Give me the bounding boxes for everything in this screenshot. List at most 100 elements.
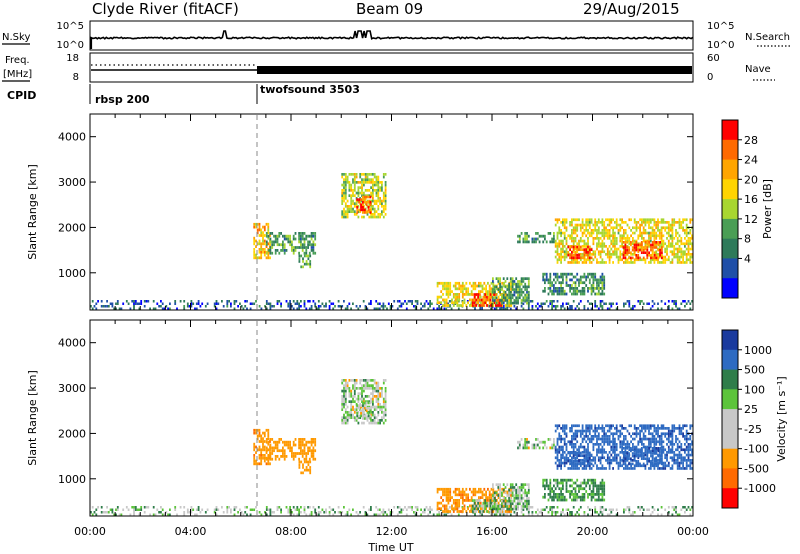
- velocity-cell: [346, 411, 349, 414]
- velocity-cell: [504, 513, 507, 516]
- velocity-cell: [680, 456, 683, 460]
- velocity-cell: [377, 397, 380, 401]
- power-cell: [562, 250, 564, 254]
- power-cell: [425, 300, 428, 303]
- power-cell: [614, 250, 616, 254]
- velocity-cell: [667, 437, 670, 441]
- cpid-mode-rbsp: rbsp 200: [95, 93, 150, 106]
- velocity-cell: [506, 507, 509, 511]
- power-cell: [637, 250, 640, 254]
- power-cell: [571, 292, 573, 296]
- power-cell: [484, 293, 487, 296]
- velocity-cell: [509, 483, 512, 486]
- power-cell: [576, 261, 579, 264]
- velocity-cell: [303, 438, 306, 441]
- velocity-cell: [624, 427, 627, 430]
- power-cell: [405, 302, 408, 305]
- power-cell: [420, 307, 422, 310]
- velocity-cell: [644, 464, 647, 468]
- power-cell: [572, 253, 575, 257]
- velocity-cell: [649, 443, 652, 446]
- velocity-cell: [474, 493, 477, 497]
- power-cell: [576, 248, 579, 251]
- velocity-cell: [316, 513, 318, 516]
- power-cell: [658, 221, 661, 224]
- power-cell: [267, 228, 270, 232]
- power-ytick-label: 2000: [58, 221, 86, 234]
- velocity-cell: [384, 392, 387, 395]
- power-cell: [343, 181, 345, 184]
- velocity-cell: [660, 435, 663, 438]
- power-cell: [653, 258, 656, 262]
- power-cell: [382, 191, 385, 195]
- velocity-cell: [239, 508, 241, 511]
- velocity-cell: [624, 457, 627, 460]
- velocity-cell: [449, 493, 452, 497]
- power-cell: [495, 298, 497, 302]
- velocity-cell: [517, 505, 519, 508]
- velocity-cell: [411, 508, 413, 511]
- velocity-cell: [526, 502, 528, 506]
- power-cell: [508, 293, 510, 297]
- power-cell: [348, 186, 351, 189]
- power-cell: [641, 221, 643, 224]
- power-cell: [398, 300, 401, 303]
- power-cell: [328, 305, 331, 308]
- velocity-cell: [587, 429, 589, 433]
- velocity-cell: [667, 513, 670, 516]
- velocity-cell: [583, 467, 586, 470]
- power-cell: [660, 231, 663, 235]
- power-cell: [624, 237, 627, 240]
- power-cell: [684, 305, 686, 308]
- power-cell: [147, 300, 150, 303]
- velocity-cell: [454, 499, 457, 502]
- power-cell: [571, 284, 573, 287]
- power-cell: [460, 284, 462, 288]
- velocity-cell: [513, 511, 516, 514]
- power-cell: [370, 173, 372, 176]
- power-cell: [357, 194, 360, 197]
- power-cell: [267, 236, 270, 240]
- velocity-cell: [262, 437, 264, 441]
- power-cell: [341, 202, 344, 205]
- velocity-cell: [599, 427, 602, 430]
- power-cell: [587, 258, 589, 262]
- power-cell: [632, 305, 634, 308]
- power-cell: [560, 229, 562, 232]
- velocity-cell: [305, 457, 308, 461]
- velocity-cell: [599, 506, 602, 509]
- velocity-cell: [348, 395, 351, 398]
- velocity-cell: [367, 414, 370, 418]
- power-cell: [662, 242, 665, 246]
- power-cell: [526, 293, 528, 297]
- velocity-cell: [470, 496, 473, 499]
- power-cell: [653, 302, 656, 305]
- power-cell: [526, 277, 528, 280]
- power-cell: [549, 232, 552, 235]
- velocity-cell: [343, 405, 345, 409]
- velocity-cell: [344, 397, 347, 401]
- velocity-cell: [667, 461, 670, 465]
- power-cell: [569, 248, 571, 251]
- velocity-cell: [520, 499, 523, 503]
- power-cell: [621, 239, 623, 243]
- power-cell: [585, 261, 588, 264]
- power-cell: [373, 175, 376, 179]
- power-cell: [506, 277, 509, 280]
- velocity-cell: [499, 488, 501, 492]
- power-cell: [504, 280, 507, 283]
- velocity-cell: [590, 435, 593, 438]
- velocity-cell: [642, 437, 645, 441]
- power-cell: [562, 281, 564, 285]
- velocity-cell: [671, 424, 674, 428]
- power-cell: [463, 301, 466, 305]
- velocity-cell: [382, 511, 385, 514]
- power-cell: [501, 293, 503, 297]
- velocity-cell: [497, 483, 500, 486]
- velocity-cell: [603, 435, 606, 438]
- power-cell: [359, 175, 362, 179]
- velocity-cell: [651, 432, 654, 436]
- velocity-cell: [576, 467, 579, 470]
- power-cell: [373, 213, 376, 216]
- velocity-cell: [443, 504, 446, 508]
